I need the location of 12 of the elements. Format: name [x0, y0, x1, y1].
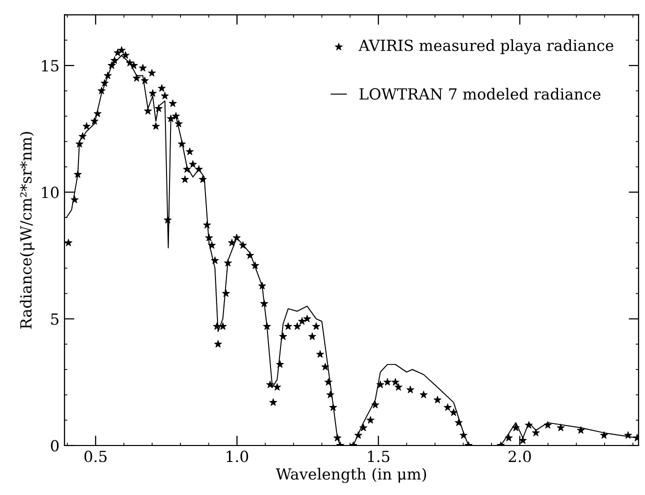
y-axis-title: Radiance(μW/cm²*sr*nm) — [20, 132, 35, 329]
y-tick-label: 10 — [42, 186, 59, 198]
x-tick-label: 1.5 — [368, 450, 390, 462]
x-tick-label: 0.5 — [84, 450, 107, 462]
legend-label: AVIRIS measured playa radiance — [358, 39, 614, 54]
y-tick-label: 5 — [51, 314, 58, 325]
x-tick-label: 2.0 — [508, 450, 531, 462]
y-tick-label: 15 — [42, 60, 58, 72]
x-tick-label: 1.0 — [226, 450, 248, 462]
x-axis-title: Wavelength (in μm) — [276, 468, 426, 483]
legend-label: LOWTRAN 7 modeled radiance — [359, 88, 600, 100]
y-tick-label: 0 — [50, 440, 59, 452]
